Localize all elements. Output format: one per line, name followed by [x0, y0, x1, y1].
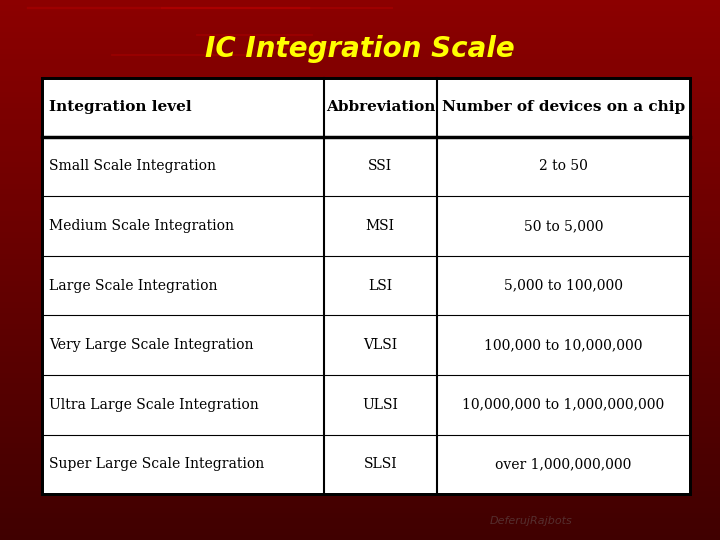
Text: over 1,000,000,000: over 1,000,000,000	[495, 457, 631, 471]
Text: 5,000 to 100,000: 5,000 to 100,000	[504, 279, 623, 293]
Text: Small Scale Integration: Small Scale Integration	[49, 159, 216, 173]
Text: Ultra Large Scale Integration: Ultra Large Scale Integration	[49, 397, 258, 411]
Text: 100,000 to 10,000,000: 100,000 to 10,000,000	[484, 338, 643, 352]
Text: SLSI: SLSI	[364, 457, 397, 471]
Text: Medium Scale Integration: Medium Scale Integration	[49, 219, 234, 233]
Text: Integration level: Integration level	[49, 100, 192, 114]
Text: 50 to 5,000: 50 to 5,000	[523, 219, 603, 233]
Text: DeferujRajbots: DeferujRajbots	[490, 516, 572, 526]
Text: MSI: MSI	[366, 219, 395, 233]
Text: Very Large Scale Integration: Very Large Scale Integration	[49, 338, 253, 352]
Text: Abbreviation: Abbreviation	[325, 100, 435, 114]
Text: ULSI: ULSI	[362, 397, 398, 411]
Text: Large Scale Integration: Large Scale Integration	[49, 279, 217, 293]
Text: 2 to 50: 2 to 50	[539, 159, 588, 173]
Text: IC Integration Scale: IC Integration Scale	[205, 35, 515, 63]
Text: Number of devices on a chip: Number of devices on a chip	[442, 100, 685, 114]
Text: SSI: SSI	[368, 159, 392, 173]
Text: VLSI: VLSI	[364, 338, 397, 352]
Text: 10,000,000 to 1,000,000,000: 10,000,000 to 1,000,000,000	[462, 397, 665, 411]
Text: Super Large Scale Integration: Super Large Scale Integration	[49, 457, 264, 471]
Text: LSI: LSI	[368, 279, 392, 293]
